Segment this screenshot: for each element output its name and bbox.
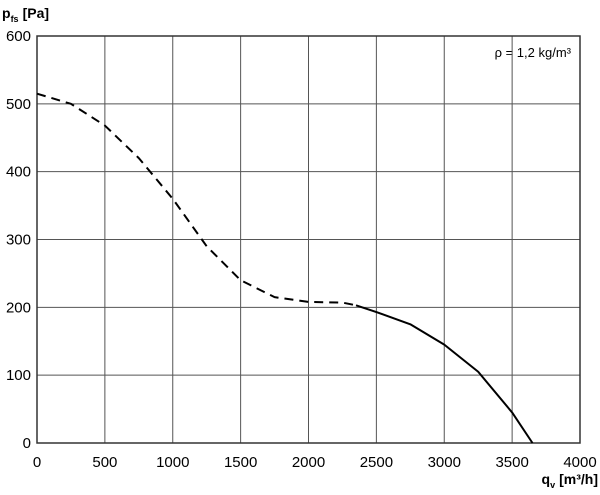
x-tick-label: 0	[33, 454, 41, 471]
y-tick-label: 100	[6, 367, 31, 384]
x-tick-label: 1500	[224, 454, 257, 471]
x-symbol: q	[542, 471, 551, 487]
x-tick-label: 2500	[360, 454, 393, 471]
y-tick-label: 300	[6, 232, 31, 249]
y-tick-label: 0	[23, 435, 31, 452]
plot-frame	[36, 35, 581, 444]
x-unit: [m³/h]	[559, 471, 598, 487]
x-tick-label: 2000	[292, 454, 325, 471]
y-axis-label: pfs [Pa]	[2, 5, 49, 24]
y-tick-label: 200	[6, 299, 31, 316]
y-unit: [Pa]	[23, 5, 49, 21]
y-tick-label: 500	[6, 96, 31, 113]
y-tick-label: 600	[6, 28, 31, 45]
curve	[355, 304, 534, 444]
x-tick-label: 3000	[428, 454, 461, 471]
x-tick-label: 1000	[156, 454, 189, 471]
curve	[36, 92, 357, 307]
annotation: ρ = 1,2 kg/m³	[495, 45, 572, 60]
x-subscript: v	[550, 480, 555, 490]
y-subscript: fs	[11, 14, 19, 24]
x-tick-label: 500	[92, 454, 117, 471]
x-tick-label: 3500	[495, 454, 528, 471]
y-tick-label: 400	[6, 164, 31, 181]
x-tick-label: 4000	[563, 454, 596, 471]
x-axis-label: qv [m³/h]	[542, 471, 598, 490]
y-symbol: p	[2, 5, 11, 21]
